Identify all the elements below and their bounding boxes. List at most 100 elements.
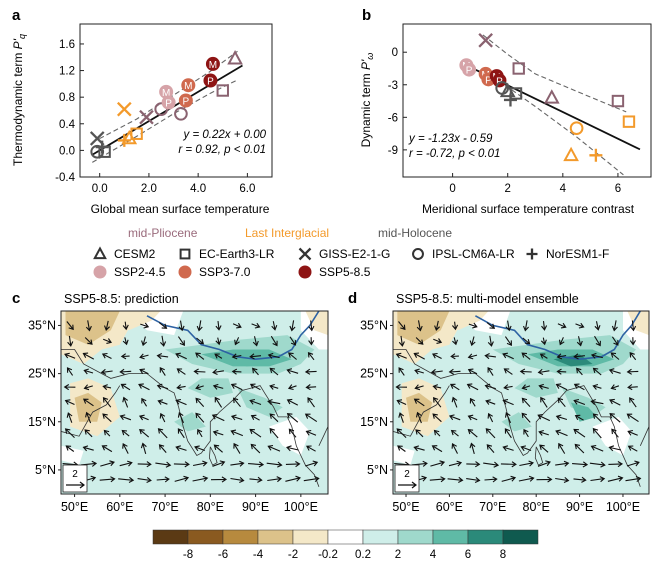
positive-anomaly-region: [562, 388, 606, 417]
wind-arrow: [120, 353, 130, 360]
coastline: [393, 349, 641, 487]
wind-arrow: [395, 384, 408, 391]
wind-arrow: [541, 321, 548, 331]
wind-arrow: [269, 367, 279, 376]
lon-tick-label: 100°E: [606, 500, 640, 514]
ec-earth3-lr-legend-icon: [179, 248, 191, 260]
wind-vectors: [62, 320, 320, 484]
data-point-ec-earth3-lr: [512, 62, 525, 75]
negative-anomaly-core: [406, 392, 433, 422]
wind-arrow: [137, 476, 152, 483]
wind-arrow: [451, 396, 458, 408]
wind-arrow: [396, 399, 407, 406]
wind-arrow: [66, 367, 74, 376]
data-point-letter: P: [183, 97, 190, 108]
x-tick-label: 6: [615, 183, 621, 195]
wind-arrow: [248, 461, 265, 468]
wind-arrow: [270, 335, 278, 347]
lon-tick-label: 60°E: [106, 500, 133, 514]
data-point-ec-earth3-lr: [216, 84, 229, 97]
wind-arrow: [215, 321, 222, 331]
wind-arrow: [540, 396, 548, 408]
wind-arrow: [249, 398, 262, 406]
colorbar-segment: [152, 529, 189, 545]
wind-arrow: [575, 322, 585, 329]
wind-arrow: [574, 414, 584, 421]
colorbar-tick-label: 4: [430, 549, 437, 561]
wind-arrow: [194, 445, 205, 452]
wind-arrow: [609, 412, 621, 423]
x-tick-label: 6.0: [239, 183, 255, 195]
wind-arrow: [451, 442, 458, 454]
wind-arrow: [434, 320, 440, 331]
wind-arrow: [415, 337, 424, 345]
data-point-letter: P: [466, 66, 473, 77]
wind-arrow: [122, 337, 129, 346]
wind-arrow: [215, 337, 222, 346]
wind-arrow: [155, 461, 172, 468]
colorbar-segment: [292, 529, 329, 545]
wind-arrow: [397, 445, 406, 452]
wind-arrow: [82, 352, 95, 360]
wind-arrow: [271, 321, 278, 331]
lon-tick-label: 70°E: [479, 500, 506, 514]
wind-arrow: [626, 368, 639, 375]
wind-arrow: [231, 368, 242, 375]
wind-arrow: [173, 461, 190, 468]
lon-tick-label: 60°E: [436, 500, 463, 514]
wind-arrow: [119, 368, 132, 375]
colorbar-tick-label: 0.2: [355, 549, 371, 561]
data-point-ssp2-4.5: [161, 95, 176, 110]
legend-scenarios: SSP2-4.5 SSP3-7.0 SSP5-8.5: [93, 265, 371, 279]
wind-arrow: [175, 445, 187, 452]
lat-tick-label: 15°N: [360, 415, 388, 429]
data-point-giss-e2-1-g: [478, 32, 493, 48]
wind-arrow: [230, 429, 244, 437]
wind-arrow: [556, 353, 567, 360]
data-point-noresm1-f: [117, 133, 131, 147]
lat-tick-label: 35°N: [360, 318, 388, 332]
panel-c-title: SSP5-8.5: prediction: [64, 292, 179, 306]
wind-arrow: [416, 320, 423, 332]
wind-arrow: [396, 428, 407, 438]
wind-arrow: [287, 384, 297, 391]
wind-arrow: [118, 476, 135, 483]
wind-arrow: [249, 383, 261, 391]
panel-a-frame: [79, 23, 273, 178]
wind-arrow: [503, 368, 513, 375]
panel-d-map: 2 50°E 60°E 70°E 80°E 90°E 100°E 35°N 25°N 15°N 5°…: [360, 310, 650, 514]
positive-anomaly-region: [501, 412, 532, 432]
wind-arrow: [573, 398, 586, 406]
wind-arrow: [305, 460, 319, 467]
wind-arrow: [608, 368, 621, 375]
data-point-giss-e2-1-g: [139, 109, 154, 125]
y-tick-label: 1.6: [59, 39, 75, 51]
panel-a-correlation: r = 0.92, p < 0.01: [178, 144, 266, 156]
coastline: [393, 385, 450, 437]
legend-model-label: GISS-E2-1-G: [319, 247, 390, 261]
wind-arrow: [289, 320, 296, 332]
wind-arrow: [64, 352, 76, 359]
negative-anomaly-core: [74, 392, 102, 422]
wind-arrow: [140, 322, 150, 329]
coastline: [318, 426, 328, 446]
data-point-letter: P: [485, 75, 492, 86]
wind-arrow: [249, 476, 263, 483]
wind-arrow: [558, 337, 565, 346]
wind-arrow: [486, 322, 496, 329]
wind-arrow: [139, 428, 150, 438]
wind-arrow: [609, 398, 621, 406]
wind-arrow: [483, 461, 500, 468]
wind-arrow: [64, 399, 75, 406]
data-point-ssp3-7.0: [178, 93, 193, 108]
wind-arrow: [306, 445, 316, 452]
data-point-letter: P: [207, 77, 214, 88]
data-point-ipsl-cm6a-lr: [569, 121, 584, 136]
panel-b-equation: y = -1.23x - 0.59: [408, 133, 493, 145]
wind-arrow: [537, 368, 550, 376]
wind-arrow: [504, 336, 512, 347]
wind-arrow: [611, 336, 619, 346]
wind-arrow: [267, 444, 281, 452]
